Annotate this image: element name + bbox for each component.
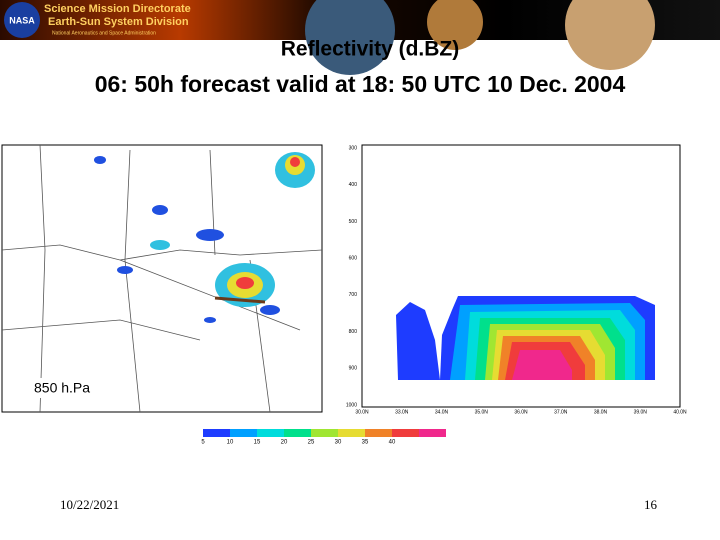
- planet: [565, 0, 655, 70]
- colorbar-label: 15: [254, 440, 261, 446]
- title: Reflectivity (d.BZ): [281, 38, 460, 61]
- colorbar-label: 30: [335, 440, 342, 446]
- y-tick-label: 1000: [346, 402, 357, 408]
- colorbar: 5 10 15 20 25 30 35 40: [201, 429, 446, 446]
- x-tick-label: 34.0N: [435, 409, 449, 415]
- colorbar-swatch: [311, 429, 338, 437]
- subtitle: 06: 50h forecast valid at 18: 50 UTC 10 …: [95, 71, 626, 97]
- footer-date: 10/22/2021: [60, 497, 119, 512]
- y-tick-label: 600: [349, 255, 358, 261]
- x-tick-label: 39.0N: [634, 409, 648, 415]
- x-tick-label: 40.0N: [673, 409, 687, 415]
- level-label: 850 h.Pa: [34, 380, 90, 396]
- header-line: National Aeronautics and Space Administr…: [52, 30, 156, 36]
- x-tick-label: 36.0N: [514, 409, 528, 415]
- colorbar-swatch: [257, 429, 284, 437]
- y-tick-label: 300: [349, 145, 358, 151]
- y-tick-label: 700: [349, 292, 358, 298]
- colorbar-label: 25: [308, 440, 315, 446]
- x-tick-label: 35.0N: [475, 409, 489, 415]
- colorbar-label: 20: [281, 440, 288, 446]
- y-tick-label: 900: [349, 366, 358, 372]
- colorbar-swatch: [230, 429, 257, 437]
- x-tick-label: 33.0N: [395, 409, 409, 415]
- planet: [427, 0, 483, 50]
- header-line: Science Mission Directorate: [44, 3, 191, 15]
- x-tick-label: 37.0N: [554, 409, 568, 415]
- logo-text: NASA: [9, 15, 35, 25]
- page-number: 16: [644, 497, 658, 512]
- colorbar-label: 35: [362, 440, 369, 446]
- logo: [4, 2, 40, 38]
- y-tick-label: 800: [349, 329, 358, 335]
- colorbar-swatch: [284, 429, 311, 437]
- y-tick-label: 400: [349, 182, 358, 188]
- earth: [305, 0, 395, 75]
- colorbar-swatch: [365, 429, 392, 437]
- colorbar-swatch: [203, 429, 230, 437]
- colorbar-swatch: [419, 429, 446, 437]
- colorbar-label: 10: [227, 440, 234, 446]
- colorbar-label: 5: [201, 440, 205, 446]
- map: 850 h.Pa: [1, 144, 323, 413]
- x-tick-label: 38.0N: [594, 409, 608, 415]
- colorbar-swatch: [338, 429, 365, 437]
- header-line: Earth-Sun System Division: [48, 16, 189, 28]
- colorbar-swatch: [392, 429, 419, 437]
- x-tick-label: 30.0N: [355, 409, 369, 415]
- colorbar-label: 40: [389, 440, 396, 446]
- y-tick-label: 500: [349, 219, 358, 225]
